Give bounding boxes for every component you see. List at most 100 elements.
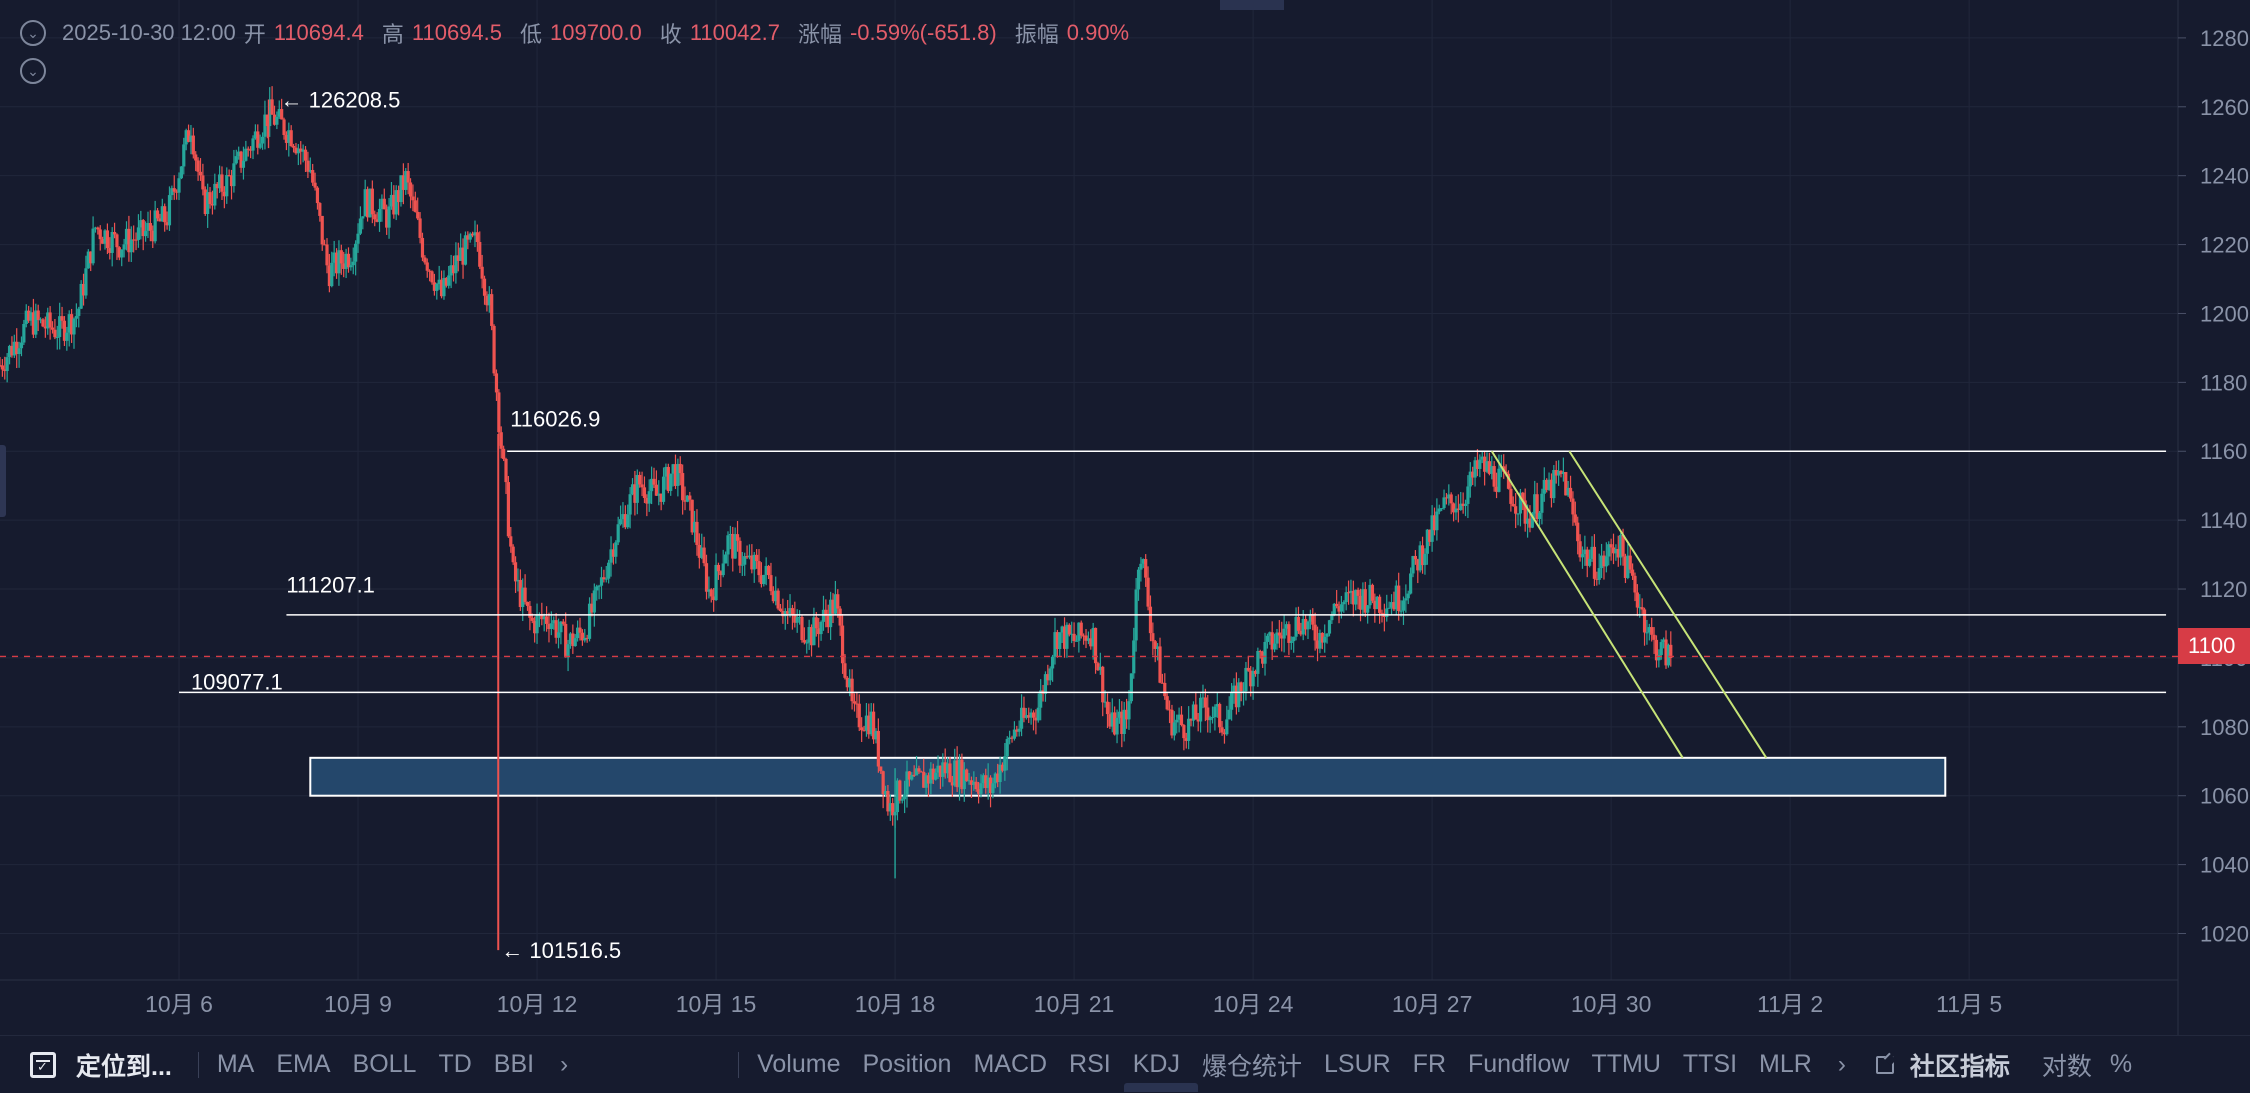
y-tick-label: 1140 bbox=[2200, 508, 2247, 533]
indicator-ma[interactable]: MA bbox=[216, 1050, 255, 1078]
candle-body bbox=[1091, 627, 1095, 647]
top-drag-tab[interactable] bbox=[1220, 0, 1284, 10]
y-tick-label: 1160 bbox=[2200, 439, 2247, 464]
candle-body bbox=[404, 171, 408, 190]
candle-body bbox=[1432, 515, 1437, 531]
y-tick-label: 1040 bbox=[2200, 853, 2249, 878]
candle-body bbox=[1554, 470, 1558, 476]
indicator-mlr[interactable]: MLR bbox=[1759, 1050, 1812, 1078]
left-panel-handle[interactable] bbox=[0, 445, 6, 517]
candle-body bbox=[418, 218, 422, 238]
candle-body bbox=[337, 250, 341, 274]
candle-body bbox=[578, 627, 582, 633]
indicator-td[interactable]: TD bbox=[438, 1050, 472, 1078]
candle-body bbox=[1210, 717, 1215, 719]
candle-body bbox=[1521, 492, 1525, 501]
indicator-rsi[interactable]: RSI bbox=[1069, 1050, 1111, 1078]
indicator-ema[interactable]: EMA bbox=[276, 1050, 331, 1078]
candle-body bbox=[547, 623, 551, 630]
candle-body bbox=[1313, 624, 1317, 641]
candle-body bbox=[349, 265, 353, 268]
candle-body bbox=[843, 663, 847, 678]
candle-body bbox=[788, 608, 792, 614]
candle-body bbox=[898, 780, 902, 801]
candle-body bbox=[595, 586, 599, 591]
indicator-macd[interactable]: MACD bbox=[973, 1050, 1048, 1078]
candle-body bbox=[1010, 737, 1014, 739]
chart-svg[interactable]: 1280 1260 1240 1220 1200 1180 1160 1140 1120 1100… bbox=[0, 0, 2250, 1035]
candle-body bbox=[497, 392, 501, 433]
candle-body bbox=[886, 791, 890, 812]
candle-body bbox=[943, 762, 947, 774]
indicator-lsur[interactable]: LSUR bbox=[1323, 1050, 1391, 1078]
x-tick-label: 10月 18 bbox=[855, 991, 936, 1017]
percent-scale-toggle[interactable]: % bbox=[2109, 1050, 2133, 1078]
bottom-scroll-tab[interactable] bbox=[1124, 1083, 1198, 1092]
candle-body bbox=[1518, 492, 1523, 514]
candle-body bbox=[977, 789, 981, 794]
candle-body bbox=[1306, 621, 1310, 630]
candle-body bbox=[136, 227, 141, 240]
candle-body bbox=[320, 215, 324, 245]
candle-body bbox=[934, 772, 938, 780]
indicator-ttsi[interactable]: TTSI bbox=[1682, 1050, 1738, 1078]
main-indicators-more-chevron-icon[interactable]: › bbox=[560, 1050, 569, 1078]
candle-body bbox=[294, 147, 298, 154]
indicator-boll[interactable]: BOLL bbox=[352, 1050, 417, 1078]
candle-body bbox=[1490, 466, 1494, 474]
locate-button[interactable]: 定位到... bbox=[30, 1047, 172, 1083]
x-tick-label: 10月 9 bbox=[324, 991, 392, 1017]
candle-body bbox=[998, 764, 1002, 783]
indicator-position[interactable]: Position bbox=[862, 1050, 952, 1078]
candle-body bbox=[638, 474, 642, 485]
candle-body bbox=[1585, 549, 1589, 566]
candle-body bbox=[346, 253, 351, 268]
y-tick-label: 1080 bbox=[2200, 715, 2249, 740]
candle-body bbox=[802, 640, 806, 643]
candle-body bbox=[1184, 738, 1188, 741]
candle-body bbox=[704, 563, 709, 592]
candle-body bbox=[1626, 555, 1630, 578]
candle-body bbox=[1619, 534, 1623, 558]
indicator-fr[interactable]: FR bbox=[1412, 1050, 1446, 1078]
candle-body bbox=[1621, 534, 1625, 557]
candle-body bbox=[1413, 555, 1418, 560]
candle-body bbox=[509, 536, 513, 547]
candle-body bbox=[831, 599, 835, 614]
candle-body bbox=[46, 312, 50, 329]
indicator-volume[interactable]: Volume bbox=[757, 1050, 841, 1078]
candle-body bbox=[1394, 585, 1398, 610]
candle-body bbox=[807, 627, 811, 643]
candle-body bbox=[721, 563, 725, 576]
candle-body bbox=[1225, 719, 1229, 735]
log-scale-toggle[interactable]: 对数 bbox=[2041, 1052, 2092, 1081]
high-label: 高 bbox=[381, 22, 404, 47]
candle-body bbox=[1568, 487, 1573, 499]
indicator-kdj[interactable]: KDJ bbox=[1132, 1050, 1180, 1078]
collapse-chevron-icon[interactable]: ⌄ bbox=[20, 20, 46, 46]
candlestick-chart[interactable]: 1280 1260 1240 1220 1200 1180 1160 1140 1120 1100… bbox=[0, 0, 2250, 1035]
candle-body bbox=[535, 614, 539, 634]
indicator-fundflow[interactable]: Fundflow bbox=[1468, 1050, 1570, 1078]
indicator-ttmu[interactable]: TTMU bbox=[1591, 1050, 1661, 1078]
candle-body bbox=[98, 229, 102, 240]
indicator-collapse-chevron-icon[interactable]: ⌄ bbox=[20, 58, 46, 84]
candle-body bbox=[70, 314, 74, 335]
candle-body bbox=[1230, 692, 1234, 710]
candle-body bbox=[1351, 590, 1355, 605]
candle-body bbox=[175, 191, 179, 193]
candle-body bbox=[1652, 634, 1656, 640]
candle-body bbox=[1525, 518, 1530, 524]
indicator-liquidation[interactable]: 爆仓统计 bbox=[1201, 1052, 1302, 1081]
candle-body bbox=[778, 608, 783, 612]
community-indicators-button[interactable]: 社区指标 bbox=[1875, 1047, 2010, 1083]
sub-indicators-more-chevron-icon[interactable]: › bbox=[1837, 1050, 1846, 1078]
candle-body bbox=[1375, 596, 1379, 610]
indicator-bbi[interactable]: BBI bbox=[493, 1050, 535, 1078]
candle-body bbox=[752, 554, 756, 570]
candle-body bbox=[549, 623, 553, 630]
candle-body bbox=[757, 561, 761, 576]
candle-body bbox=[1115, 717, 1119, 735]
candle-body bbox=[1165, 696, 1169, 710]
candle-body bbox=[1397, 585, 1401, 612]
